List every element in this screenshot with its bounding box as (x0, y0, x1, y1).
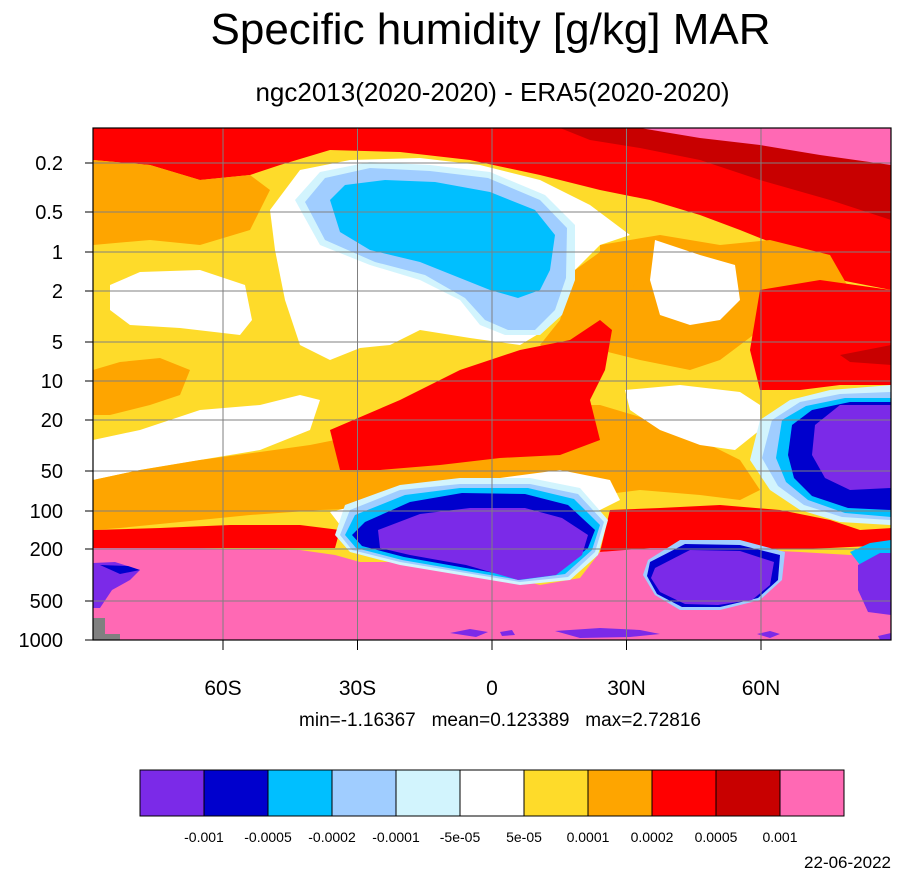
colorbar-swatch (523, 769, 589, 817)
x-axis: 60S 30S 0 30N 60N (204, 640, 780, 700)
colorbar-swatch (139, 769, 205, 817)
stat-min: min=-1.16367 (299, 710, 416, 731)
colorbar-swatch (459, 769, 525, 817)
y-tick-label: 100 (30, 501, 63, 523)
stat-mean: mean=0.123389 (431, 710, 570, 731)
y-tick-label: 0.2 (35, 153, 63, 175)
colorbar-label: -0.0005 (244, 829, 292, 845)
stats-line: min=-1.16367 mean=0.123389 max=2.72816 (0, 710, 901, 732)
colorbar-label: 0.0002 (631, 829, 674, 845)
y-tick-label: 2 (52, 281, 63, 303)
y-tick-label: 0.5 (35, 202, 63, 224)
y-tick-label: 5 (52, 332, 63, 354)
y-tick-label: 10 (41, 371, 63, 393)
x-tick-label: 60S (204, 677, 241, 700)
colorbar-swatch (331, 769, 397, 817)
x-tick-label: 30S (339, 677, 376, 700)
chart-title: Specific humidity [g/kg] MAR (210, 5, 771, 54)
colorbar-label: 0.0005 (695, 829, 738, 845)
y-tick-label: 1 (52, 242, 63, 264)
colorbar-swatch (715, 769, 781, 817)
chart-subtitle: ngc2013(2020-2020) - ERA5(2020-2020) (255, 77, 730, 107)
y-tick-label: 500 (30, 591, 63, 613)
colorbar: -0.001 -0.0005 -0.0002 -0.0001 -5e-05 5e-05 0.… (139, 769, 845, 845)
colorbar-swatch (587, 769, 653, 817)
y-tick-label: 20 (41, 410, 63, 432)
colorbar-label: 5e-05 (506, 829, 542, 845)
stat-max: max=2.72816 (585, 710, 701, 731)
x-tick-label: 30N (607, 677, 646, 700)
colorbar-label: 0.001 (762, 829, 797, 845)
colorbar-swatch (395, 769, 461, 817)
y-tick-label: 200 (30, 539, 63, 561)
x-tick-label: 0 (486, 677, 498, 700)
grid-lines (93, 128, 891, 640)
y-tick-label: 50 (41, 461, 63, 483)
colorbar-label: -0.001 (184, 829, 224, 845)
y-axis: 0.2 0.5 1 2 5 10 20 50 100 200 500 1000 (19, 153, 93, 652)
colorbar-label: -5e-05 (440, 829, 481, 845)
colorbar-swatch (203, 769, 269, 817)
colorbar-swatch (779, 769, 845, 817)
y-tick-label: 1000 (19, 630, 64, 652)
colorbar-label: -0.0001 (372, 829, 420, 845)
x-tick-label: 60N (742, 677, 781, 700)
colorbar-label: -0.0002 (308, 829, 356, 845)
date-stamp: 22-06-2022 (804, 853, 891, 872)
colorbar-label: 0.0001 (567, 829, 610, 845)
colorbar-swatch (651, 769, 717, 817)
colorbar-swatch (267, 769, 333, 817)
